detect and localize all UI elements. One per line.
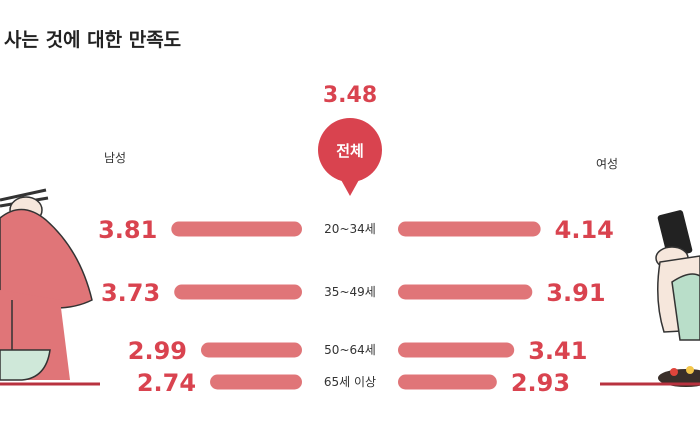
value-label-male-3: 2.74: [137, 369, 196, 397]
sleeve-right-icon: [671, 273, 700, 341]
bar-male-1: [174, 284, 302, 300]
value-label-male-0: 3.81: [98, 216, 157, 244]
bowl-icon: [0, 349, 51, 381]
chopstick-icon: [0, 188, 47, 202]
bars-group: 20~34세 3.81 4.14 35~49세 3.73 3.91 50~64세 2.99 3.…: [98, 216, 614, 397]
total-value: 3.48: [323, 83, 377, 108]
bar-male-3: [210, 374, 302, 390]
phone-icon: [657, 210, 693, 258]
category-label-1: 35~49세: [324, 285, 376, 299]
category-label-0: 20~34세: [324, 222, 376, 236]
bar-female-1: [398, 284, 533, 300]
total-pin: [318, 118, 382, 196]
female-label: 여성: [596, 157, 618, 171]
value-label-female-3: 2.93: [511, 369, 570, 397]
man-eating-illustration: [0, 188, 100, 386]
bar-female-0: [398, 221, 541, 237]
food-egg-icon: [686, 366, 694, 374]
total-pin-circle: [318, 118, 382, 182]
value-label-male-1: 3.73: [101, 279, 160, 307]
bar-male-0: [171, 221, 302, 237]
chart-title: 사는 것에 대한 만족도: [4, 29, 181, 51]
male-label: 남성: [104, 151, 126, 165]
value-label-female-1: 3.91: [546, 279, 605, 307]
total-pin-tail: [340, 178, 360, 196]
value-label-female-2: 3.41: [528, 337, 587, 365]
woman-phone-illustration: [600, 210, 700, 387]
bar-female-3: [398, 374, 497, 390]
value-label-female-0: 4.14: [555, 216, 614, 244]
bar-male-2: [201, 342, 302, 358]
value-label-male-2: 2.99: [128, 337, 187, 365]
bar-female-2: [398, 342, 515, 358]
food-tomato-icon: [670, 368, 678, 376]
total-label: 전체: [336, 142, 364, 160]
category-label-2: 50~64세: [324, 343, 376, 357]
category-label-3: 65세 이상: [324, 375, 376, 389]
